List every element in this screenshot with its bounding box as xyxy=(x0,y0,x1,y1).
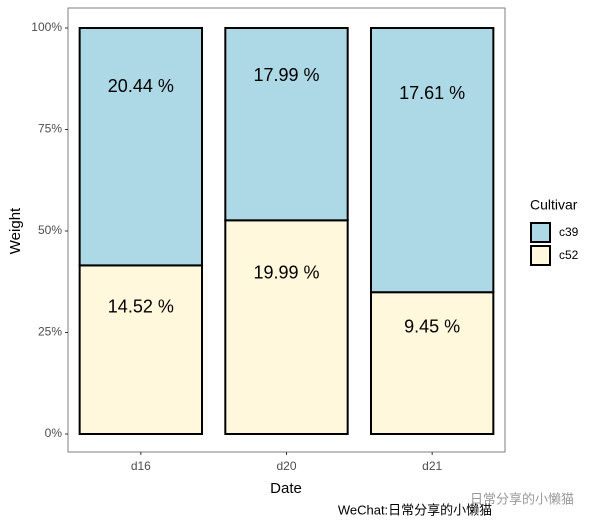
data-label: 9.45 % xyxy=(404,316,460,336)
bar-segment xyxy=(78,264,204,435)
bar-segment xyxy=(224,219,349,435)
data-label: 19.99 % xyxy=(253,262,319,282)
data-label: 17.99 % xyxy=(253,65,319,85)
y-tick-label: 100% xyxy=(31,20,62,34)
legend-label: c39 xyxy=(559,225,579,239)
watermark: WeChat:日常分享的小懒猫 xyxy=(338,502,492,517)
data-label: 17.61 % xyxy=(399,83,465,103)
legend-title: Cultivar xyxy=(530,197,578,213)
legend-label: c52 xyxy=(559,248,579,262)
bar-segment xyxy=(369,27,495,294)
y-tick-label: 75% xyxy=(38,122,62,136)
x-tick-label: d21 xyxy=(422,459,442,473)
y-tick-label: 25% xyxy=(38,325,62,339)
legend-key xyxy=(530,222,551,243)
legend-key xyxy=(530,245,551,266)
y-tick-label: 50% xyxy=(38,223,62,237)
watermark-logo: 日常分享的小懒猫 xyxy=(470,491,574,506)
bar-segment xyxy=(78,27,204,267)
y-tick-label: 0% xyxy=(45,426,63,440)
x-axis-title: Date xyxy=(270,480,302,497)
data-label: 14.52 % xyxy=(108,296,174,316)
data-label: 20.44 % xyxy=(108,76,174,96)
x-tick-label: d16 xyxy=(131,459,151,473)
y-axis-title: Weight xyxy=(7,207,24,254)
x-tick-label: d20 xyxy=(276,459,296,473)
bar-segment xyxy=(224,27,349,222)
bar-segment xyxy=(369,291,495,436)
